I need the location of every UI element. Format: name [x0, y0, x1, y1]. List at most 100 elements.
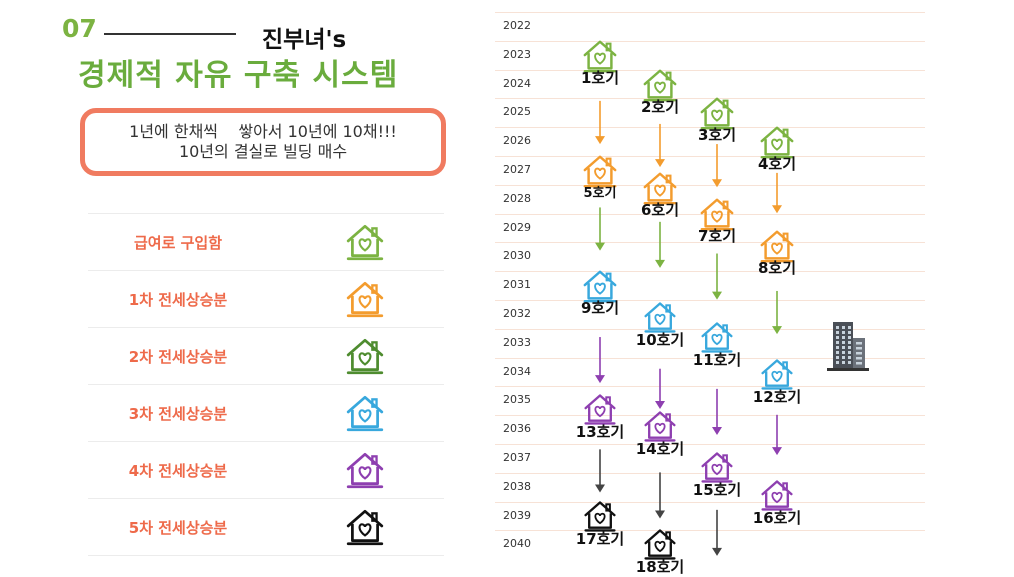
house-heart-icon [583, 155, 617, 188]
house-label: 13호기 [575, 423, 625, 442]
brand-name: 진부녀's [262, 27, 347, 53]
year-label: 2032 [503, 307, 531, 320]
year-gridline [495, 472, 925, 474]
year-label: 2033 [503, 335, 531, 349]
year-gridline [495, 98, 925, 100]
year-label: 2036 [503, 422, 531, 436]
year-gridline [495, 242, 925, 244]
legend-label: 5차 전세상승분 [128, 518, 228, 537]
down-arrow [712, 388, 722, 435]
down-arrow [712, 144, 722, 188]
year-gridline [495, 501, 925, 503]
flow-arrows [595, 100, 782, 556]
house-heart-icon [643, 172, 677, 205]
house-label: 18호기 [635, 558, 685, 577]
year-label: 2026 [503, 134, 531, 148]
year-label: 2029 [503, 220, 531, 234]
year-label: 2022 [503, 19, 531, 32]
down-arrow [712, 253, 722, 300]
house-label: 9호기 [580, 299, 620, 318]
year-gridline [495, 415, 925, 417]
house-heart-icon [700, 97, 734, 130]
down-arrow [655, 368, 665, 410]
legend-row: 급여로 구입함 [88, 213, 444, 270]
house-heart-icon [760, 126, 794, 159]
house-label: 8호기 [757, 258, 797, 277]
house-label: 15호기 [692, 480, 742, 499]
year-label: 2028 [503, 191, 531, 205]
house-heart-icon [584, 394, 616, 425]
house-label: 5호기 [583, 186, 617, 201]
year-label: 2024 [503, 76, 531, 90]
down-arrow [772, 414, 782, 456]
house-heart-icon [760, 230, 794, 263]
house-heart-icon [346, 224, 384, 261]
house-heart-icon [644, 302, 676, 333]
year-gridline [495, 40, 925, 42]
house-label: 1호기 [580, 68, 620, 87]
year-gridline [495, 357, 925, 359]
legend-row: 5차 전세상승분 [88, 498, 444, 556]
callout-line-1: 1년에 한채씩 쌓아서 10년에 10채!!! [129, 122, 397, 141]
legend-label: 4차 전세상승분 [128, 461, 228, 480]
down-arrow [772, 172, 782, 214]
house-heart-icon [584, 500, 616, 532]
house-label: 10호기 [635, 330, 685, 349]
house-label: 11호기 [692, 351, 742, 370]
page-title: 경제적 자유 구축 시스템 [78, 58, 399, 93]
down-arrow [595, 207, 605, 251]
house-label: 14호기 [635, 440, 685, 459]
legend-row: 2차 전세상승분 [88, 327, 444, 384]
house-heart-icon [643, 69, 677, 102]
year-label: 2027 [503, 163, 531, 176]
legend-row: 4차 전세상승분 [88, 441, 444, 498]
legend: 급여로 구입함 1차 전세상승분 2차 전세상승분 3차 전세상승분 4차 전세상승분 5… [88, 213, 444, 556]
house-label: 12호기 [752, 388, 802, 407]
year-label: 2040 [503, 537, 531, 551]
down-arrow [655, 123, 665, 168]
year-gridline [495, 271, 925, 273]
year-label: 2037 [503, 451, 531, 464]
year-gridline [495, 12, 925, 13]
house-label: 7호기 [697, 227, 737, 246]
house-heart-icon [346, 338, 384, 375]
house-heart-icon [583, 270, 617, 303]
down-arrow [595, 337, 605, 384]
house-label: 3호기 [697, 126, 737, 145]
year-label: 2034 [503, 364, 531, 378]
legend-label: 1차 전세상승분 [128, 290, 228, 309]
down-arrow [655, 472, 665, 519]
house-heart-icon [346, 395, 384, 432]
callout-box: 1년에 한채씩 쌓아서 10년에 10채!!! 10년의 결실로 빌딩 매수 [80, 108, 446, 176]
legend-row: 1차 전세상승분 [88, 270, 444, 327]
house-heart-icon [346, 281, 384, 318]
legend-label: 급여로 구입함 [133, 233, 223, 252]
down-arrow [595, 449, 605, 493]
house-label: 2호기 [640, 97, 680, 116]
year-gridline [495, 69, 925, 71]
timeline: 2022 2023 2024 2025 2026 2027 2028 2029 2030 2031… [495, 0, 925, 576]
down-arrow [595, 100, 605, 145]
callout-line-2: 10년의 결실로 빌딩 매수 [178, 142, 348, 161]
year-label: 2030 [503, 249, 531, 263]
year-gridline [495, 213, 925, 215]
house-heart-icon [644, 411, 676, 442]
year-label: 2031 [503, 278, 531, 292]
down-arrow [712, 509, 722, 556]
down-arrow [655, 221, 665, 268]
section-number: 07 [62, 14, 97, 43]
office-building-icon [827, 322, 869, 371]
year-gridline [495, 156, 925, 157]
house-heart-icon [701, 322, 733, 353]
section-rule [104, 33, 236, 35]
house-label: 4호기 [757, 155, 797, 174]
year-gridline [495, 444, 925, 445]
house-heart-icon [644, 529, 676, 560]
house-heart-icon [346, 452, 384, 489]
house-heart-icon [346, 509, 384, 546]
legend-label: 2차 전세상승분 [128, 347, 228, 366]
down-arrow [772, 290, 782, 335]
legend-row: 3차 전세상승분 [88, 384, 444, 441]
house-label: 17호기 [575, 529, 625, 548]
house-heart-icon [761, 480, 793, 512]
